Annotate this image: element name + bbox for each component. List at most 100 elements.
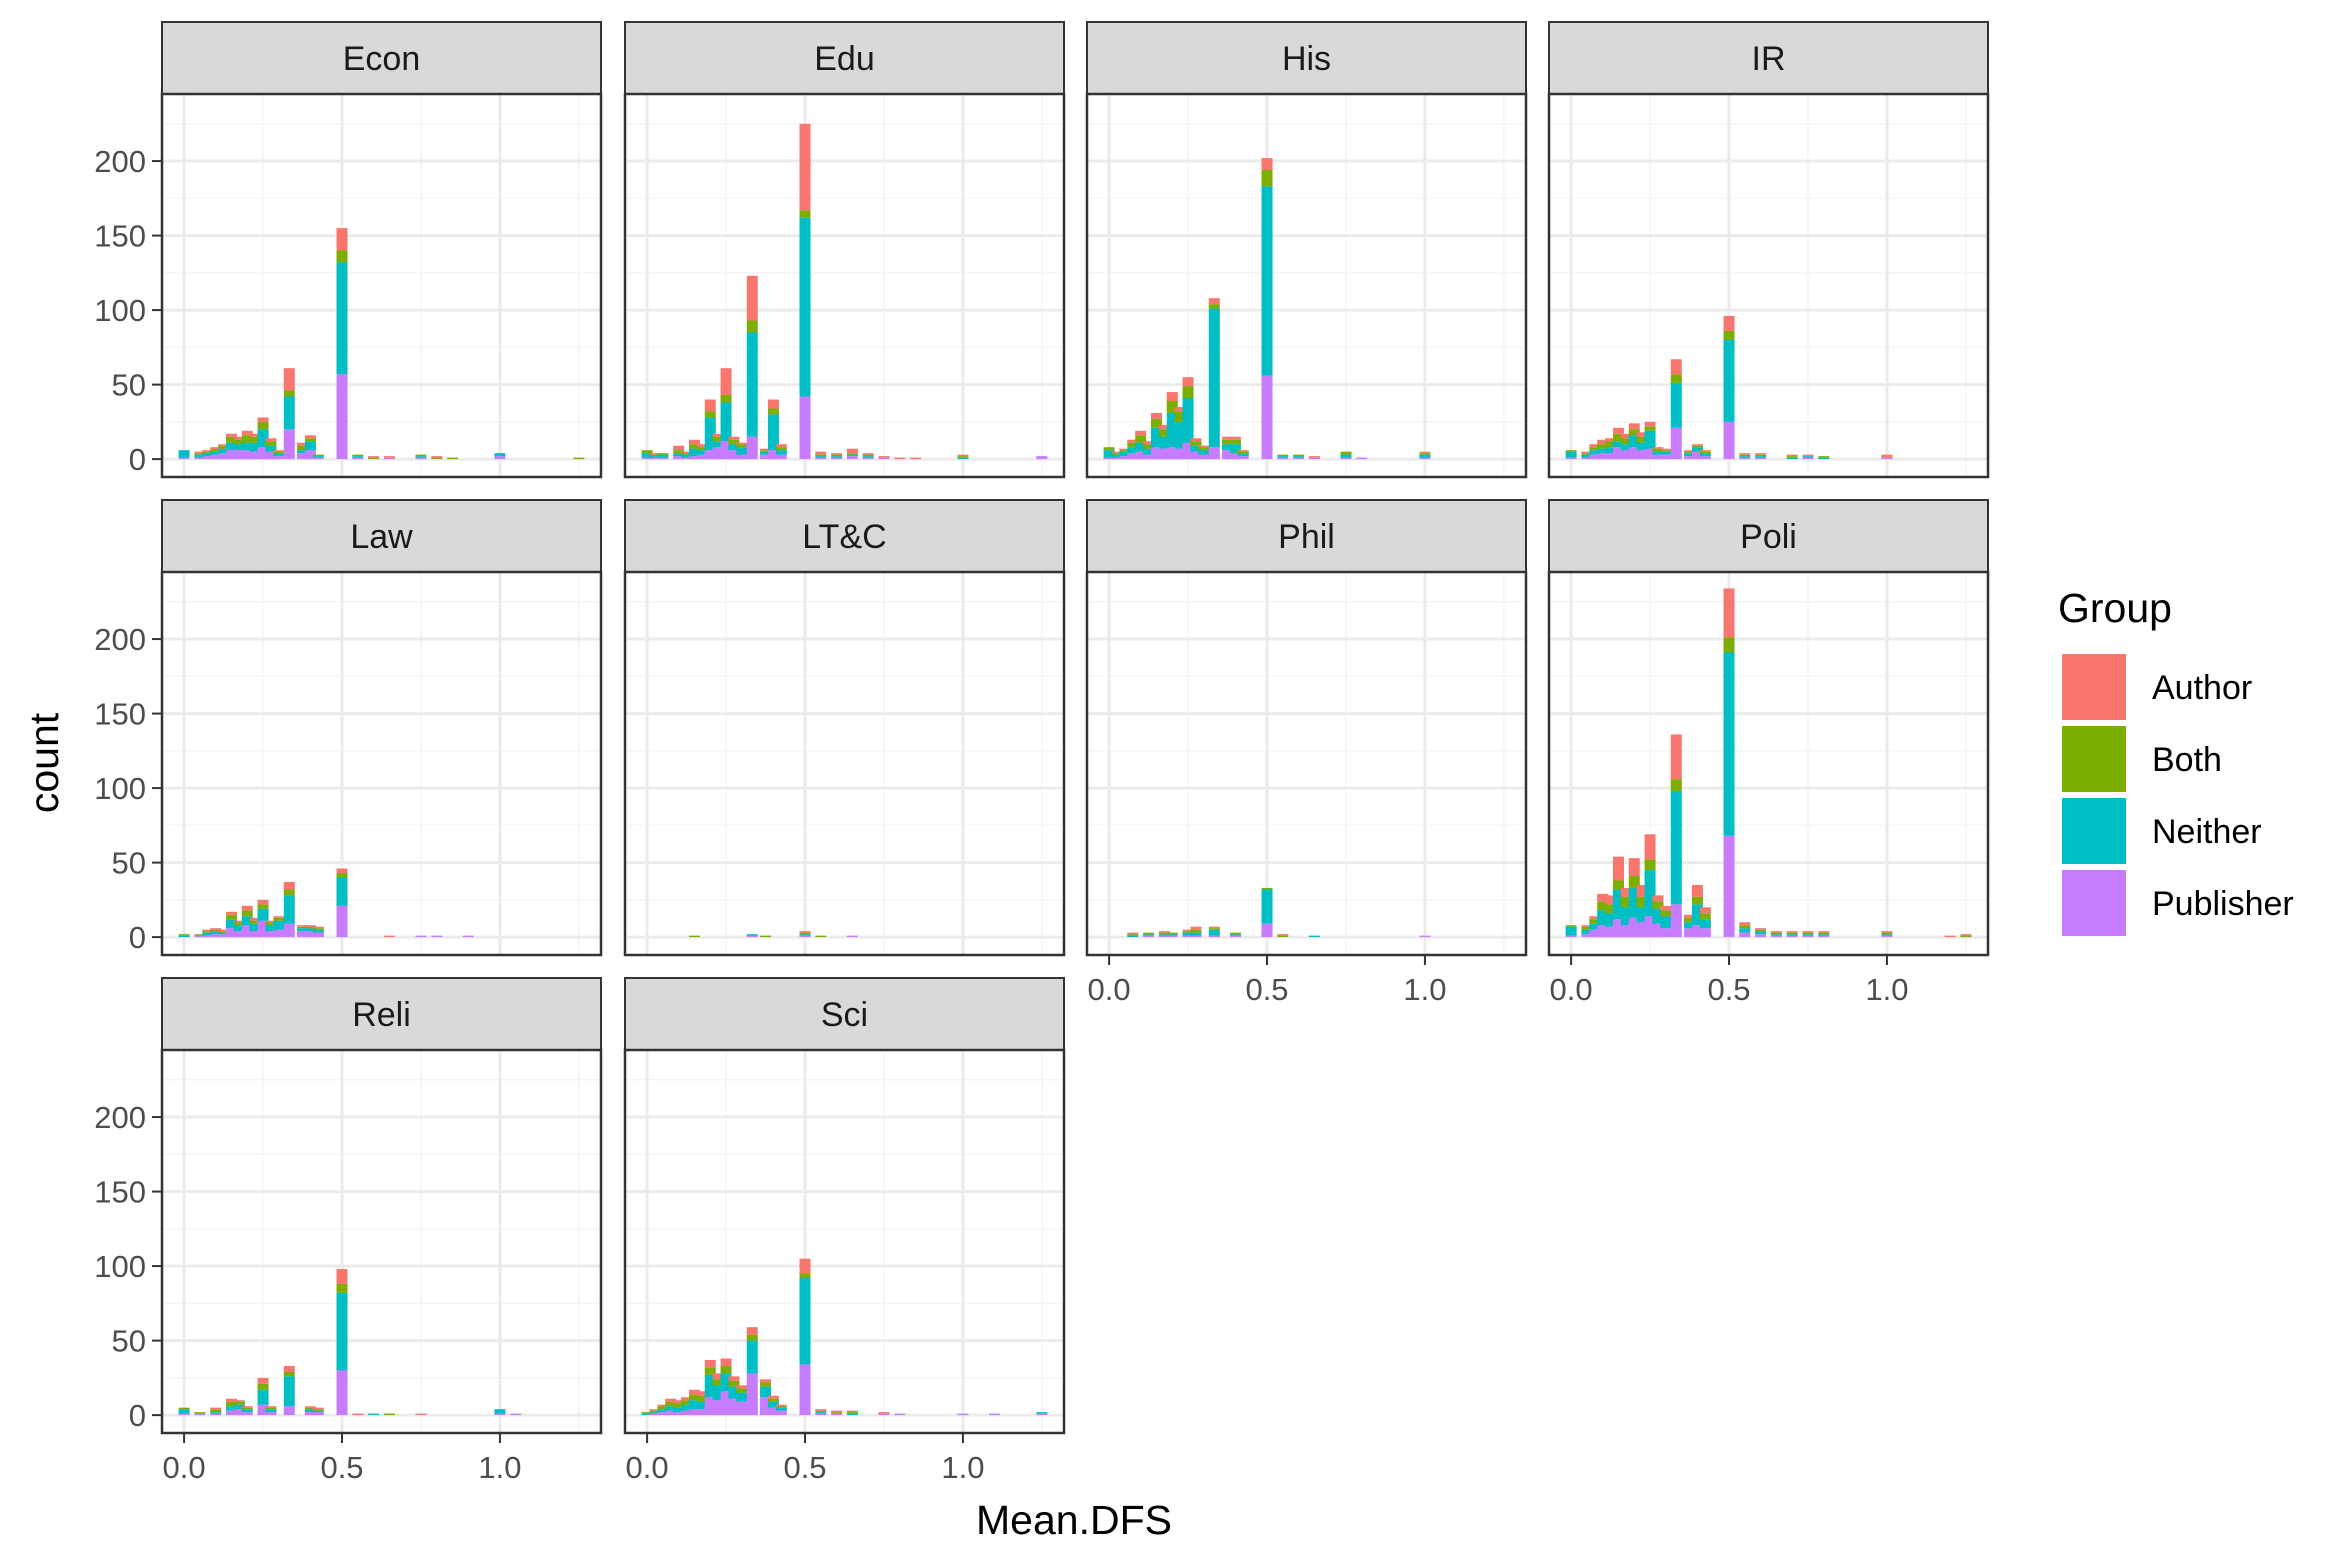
- bar-segment: [210, 929, 222, 932]
- bar-segment: [1589, 444, 1601, 448]
- bar-segment: [304, 1407, 316, 1410]
- bar-segment: [415, 1413, 427, 1416]
- bar-segment: [415, 457, 427, 460]
- bar-segment: [831, 1412, 843, 1414]
- bar-segment: [283, 390, 295, 397]
- bar-segment: [1699, 450, 1711, 452]
- bar-segment: [746, 275, 758, 321]
- bar-segment: [815, 457, 827, 460]
- bar-segment: [1229, 444, 1241, 454]
- bar-segment: [249, 436, 261, 443]
- bar-segment: [728, 450, 740, 460]
- facet-strip: [624, 21, 1065, 95]
- bar-segment: [696, 1409, 708, 1416]
- bar-segment: [1691, 925, 1703, 938]
- bar-segment: [210, 934, 222, 938]
- bar-segment: [767, 399, 779, 409]
- bar-segment: [1143, 441, 1155, 445]
- bar-segment: [297, 442, 309, 446]
- bar-segment: [673, 445, 685, 451]
- bar-segment: [1565, 451, 1577, 458]
- bar-segment: [1644, 426, 1656, 431]
- bar-segment: [1802, 454, 1814, 457]
- bar-segment: [312, 1412, 324, 1416]
- bar-segment: [720, 1358, 732, 1366]
- bar-segment: [720, 402, 732, 442]
- bar-segment: [1261, 923, 1273, 938]
- bar-segment: [1723, 835, 1735, 938]
- bar-segment: [704, 450, 716, 460]
- y-tick-label: 50: [112, 1324, 146, 1359]
- bar-segment: [447, 457, 459, 460]
- bar-segment: [265, 1409, 277, 1413]
- bar-segment: [1620, 907, 1632, 926]
- bar-segment: [696, 1401, 708, 1410]
- bar-segment: [673, 450, 685, 454]
- facet-label: Econ: [343, 40, 421, 78]
- bar-segment: [688, 439, 700, 445]
- bar-segment: [336, 877, 348, 906]
- bar-segment: [1620, 925, 1632, 938]
- bar-segment: [1036, 1412, 1048, 1414]
- bar-segment: [312, 929, 324, 933]
- bar-segment: [336, 1283, 348, 1293]
- bar-segment: [1158, 429, 1170, 437]
- bar-segment: [249, 442, 261, 452]
- bar-segment: [1644, 430, 1656, 449]
- bar-segment: [1670, 904, 1682, 938]
- bar-segment: [257, 1383, 269, 1390]
- bar-segment: [712, 1379, 724, 1386]
- bar-segment: [265, 1412, 277, 1416]
- bar-segment: [681, 453, 693, 455]
- bar-segment: [1119, 451, 1131, 457]
- bar-segment: [846, 448, 858, 454]
- bar-segment: [249, 451, 261, 460]
- bar-segment: [233, 436, 245, 440]
- bar-segment: [1755, 934, 1767, 938]
- bar-segment: [760, 935, 772, 938]
- bar-segment: [720, 368, 732, 396]
- bar-segment: [704, 399, 716, 412]
- bar-segment: [1881, 934, 1893, 936]
- bar-segment: [1660, 450, 1672, 452]
- y-tick-label: 0: [129, 920, 146, 955]
- bar-segment: [1670, 734, 1682, 780]
- bar-segment: [202, 932, 214, 936]
- bar-segment: [728, 444, 740, 451]
- bar-segment: [1739, 454, 1751, 457]
- bar-segment: [194, 453, 206, 455]
- facet-label: Phil: [1278, 518, 1335, 556]
- bar-segment: [218, 932, 230, 935]
- bar-segment: [815, 456, 827, 458]
- bar-segment: [1174, 411, 1186, 422]
- bar-segment: [1636, 896, 1648, 908]
- bar-segment: [462, 935, 474, 938]
- bar-segment: [878, 1412, 890, 1414]
- bar-segment: [1277, 454, 1289, 457]
- bar-segment: [1644, 448, 1656, 460]
- facet-label: Reli: [352, 996, 411, 1034]
- bar-segment: [688, 1400, 700, 1410]
- bar-segment: [1143, 454, 1155, 460]
- bar-segment: [225, 914, 237, 920]
- legend-label: Neither: [2152, 813, 2262, 851]
- bar-segment: [1419, 451, 1431, 454]
- bar-segment: [862, 454, 874, 457]
- bar-segment: [704, 417, 716, 451]
- bar-segment: [225, 1406, 237, 1411]
- bar-segment: [1699, 919, 1711, 929]
- bar-segment: [641, 457, 653, 460]
- bar-segment: [712, 1373, 724, 1380]
- bar-segment: [736, 1385, 748, 1389]
- bar-segment: [1174, 448, 1186, 460]
- bar-segment: [1660, 916, 1672, 929]
- bar-segment: [249, 917, 261, 921]
- bar-segment: [1691, 884, 1703, 897]
- bar-segment: [673, 453, 685, 457]
- bar-segment: [696, 454, 708, 460]
- bar-segment: [728, 1376, 740, 1381]
- bar-segment: [1277, 456, 1289, 458]
- bar-segment: [728, 1398, 740, 1416]
- bar-segment: [352, 454, 364, 457]
- bar-segment: [1293, 457, 1305, 460]
